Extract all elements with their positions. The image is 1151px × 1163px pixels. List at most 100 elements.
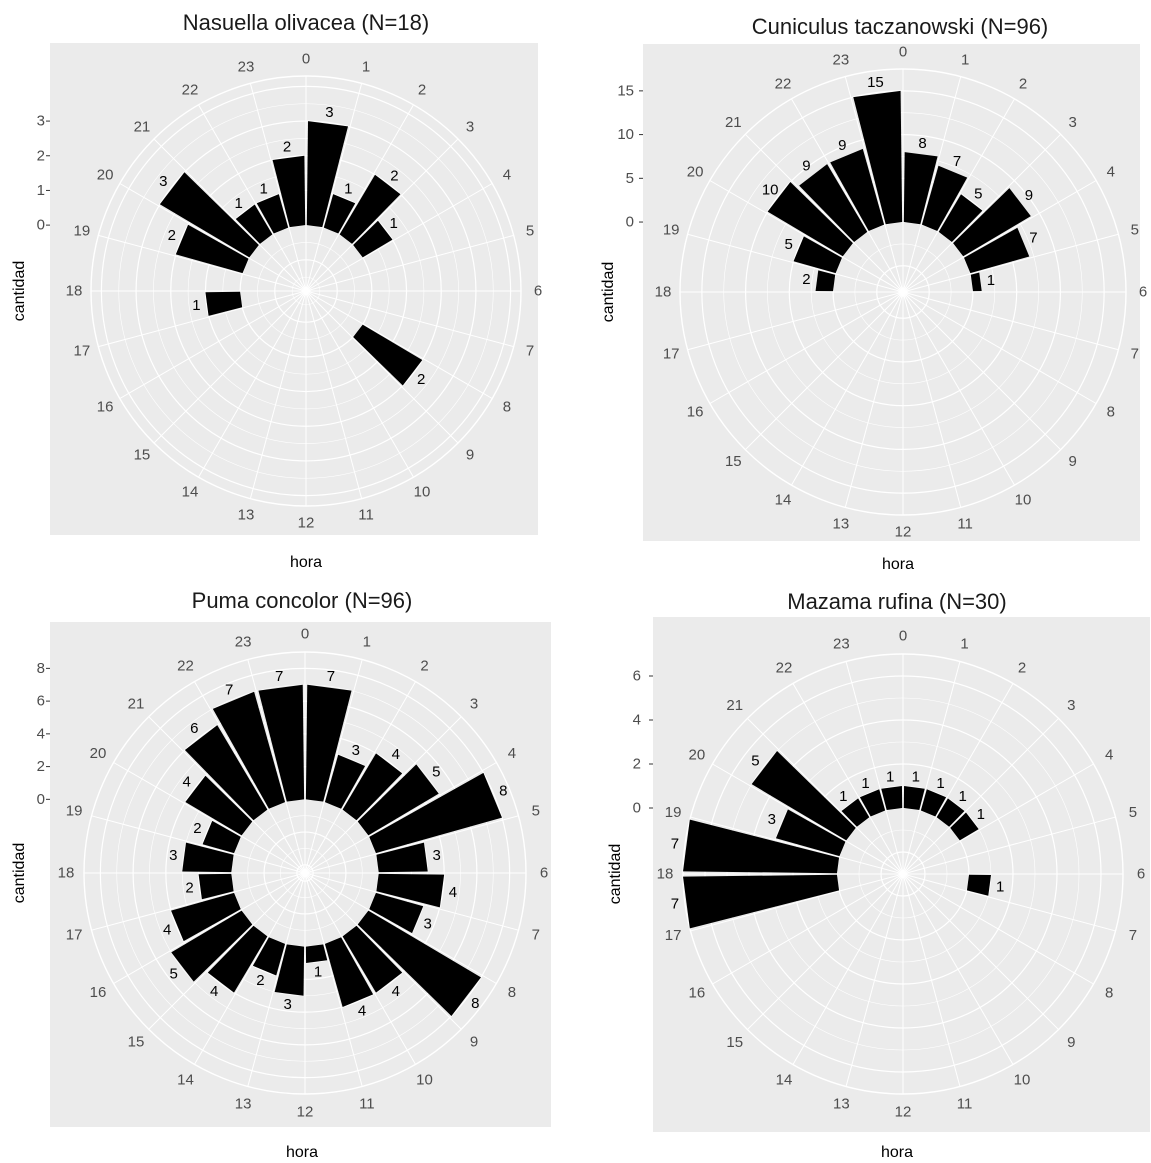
y-tick-label: 3 (37, 113, 45, 130)
y-tick-label: 2 (633, 756, 641, 773)
spoke-gridline (91, 815, 306, 874)
hour-tick-label: 15 (128, 1033, 145, 1050)
hour-tick-label: 8 (1105, 985, 1113, 1002)
y-tick-label: 2 (37, 758, 45, 775)
y-tick-label: 4 (633, 712, 641, 729)
bar-hour-1 (323, 194, 356, 234)
ring-gridline (280, 848, 330, 898)
spoke-gridline (194, 872, 306, 1065)
spoke-gridline (249, 290, 307, 499)
hour-tick-label: 5 (1131, 221, 1139, 238)
data-label: 1 (235, 195, 243, 212)
spoke-gridline (113, 762, 306, 874)
hour-tick-label: 10 (1014, 1072, 1031, 1089)
x-axis-label: hora (881, 1144, 913, 1161)
hour-tick-label: 23 (238, 58, 255, 75)
bar-hour-23 (881, 786, 903, 811)
data-label: 2 (283, 139, 291, 156)
hour-tick-label: 2 (1018, 659, 1026, 676)
outer-ring (83, 651, 527, 1095)
bar-hour-5 (376, 842, 428, 873)
bar-hour-3 (353, 220, 393, 258)
hour-tick-label: 2 (1019, 76, 1027, 93)
y-tick-label: 0 (37, 217, 45, 234)
hour-tick-label: 22 (776, 659, 793, 676)
bar-hour-7 (369, 892, 424, 934)
ring-gridline (247, 815, 363, 931)
ring-gridline (854, 243, 952, 341)
ring-gridline (135, 120, 477, 462)
y-tick-label: 6 (633, 668, 641, 685)
bar-hour-8 (353, 324, 423, 386)
spoke-gridline (305, 83, 363, 292)
bar-hour-0 (903, 786, 925, 811)
y-tick-label: 8 (37, 660, 45, 677)
hour-tick-label: 10 (416, 1071, 433, 1088)
hour-tick-label: 1 (961, 52, 969, 69)
hour-tick-label: 15 (725, 453, 742, 470)
hour-tick-label: 6 (540, 865, 548, 882)
bar-hour-22 (212, 691, 286, 809)
y-tick-label: 4 (37, 725, 45, 742)
ring-gridline (898, 287, 908, 297)
ring-gridline (197, 765, 413, 981)
data-label: 7 (671, 835, 679, 852)
spoke-gridline (249, 83, 307, 292)
hour-tick-label: 0 (301, 626, 309, 643)
y-tick-label: 10 (617, 126, 634, 143)
hour-tick-label: 2 (418, 82, 426, 99)
y-tick-label: 5 (626, 170, 634, 187)
bar-hour-20 (751, 751, 856, 841)
data-label: 8 (918, 135, 926, 152)
hour-tick-label: 23 (833, 52, 850, 69)
ring-gridline (165, 733, 445, 1013)
spoke-gridline (305, 290, 514, 348)
data-label: 5 (432, 764, 440, 781)
y-tick-label: 0 (633, 800, 641, 817)
data-label: 3 (432, 847, 440, 864)
spoke-gridline (902, 76, 962, 293)
spoke-gridline (305, 183, 493, 292)
bar-hour-17 (198, 873, 234, 900)
ring-gridline (767, 156, 1039, 428)
spoke-gridline (709, 291, 904, 404)
hour-tick-label: 7 (1129, 927, 1137, 944)
y-axis-label: cantidad (600, 262, 617, 323)
y-tick-label: 0 (37, 791, 45, 808)
spoke-gridline (247, 872, 306, 1087)
data-label: 7 (953, 153, 961, 170)
ring-gridline (263, 831, 347, 915)
bar-hour-4 (964, 227, 1030, 274)
spoke-gridline (902, 291, 1097, 404)
spoke-gridline (687, 233, 904, 293)
data-label: 4 (358, 1002, 366, 1019)
spoke-gridline (902, 98, 1015, 293)
hour-tick-label: 3 (470, 696, 478, 713)
bar-hour-10 (324, 937, 374, 1007)
hour-tick-label: 6 (1137, 866, 1145, 883)
y-tick-label: 15 (617, 82, 634, 99)
hour-tick-label: 18 (657, 866, 674, 883)
data-label: 1 (996, 878, 1004, 895)
bar-hour-11 (305, 944, 328, 964)
hour-tick-label: 16 (97, 399, 114, 416)
hour-tick-label: 8 (503, 399, 511, 416)
bar-hour-19 (175, 224, 249, 274)
bar-hour-22 (859, 789, 886, 817)
hour-tick-label: 12 (298, 515, 315, 532)
data-label: 1 (936, 775, 944, 792)
spoke-gridline (304, 815, 519, 874)
hour-tick-label: 5 (1129, 804, 1137, 821)
spoke-gridline (744, 291, 904, 451)
panel-title: Nasuella olivacea (N=18) (183, 10, 429, 35)
ring-gridline (187, 172, 425, 410)
hour-tick-label: 16 (90, 984, 107, 1001)
hour-tick-label: 18 (66, 283, 83, 300)
ring-gridline (744, 133, 1062, 451)
spoke-gridline (305, 234, 514, 292)
ring-gridline (296, 864, 314, 882)
ring-gridline (814, 785, 992, 963)
ring-gridline (214, 782, 396, 964)
outer-ring (679, 68, 1127, 516)
